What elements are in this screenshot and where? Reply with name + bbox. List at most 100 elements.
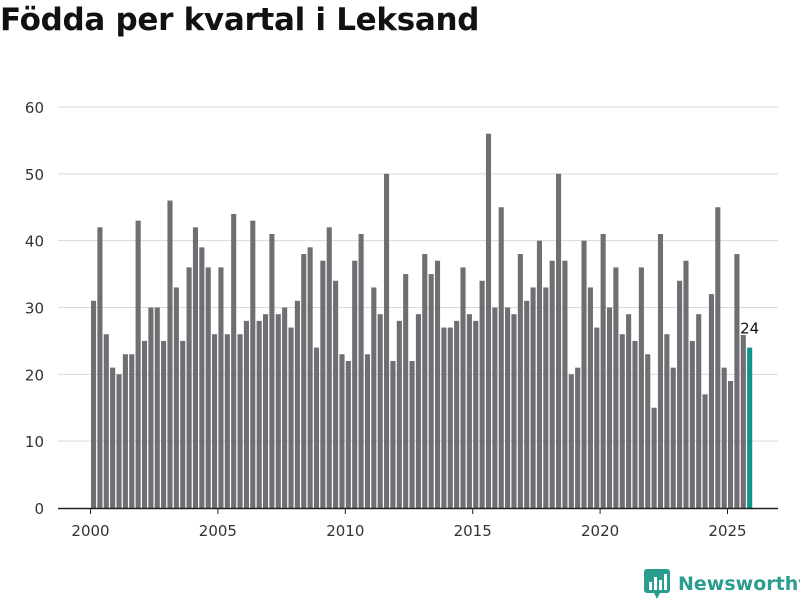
bar — [122, 354, 128, 508]
bar — [498, 207, 504, 508]
bar — [600, 233, 606, 509]
x-tick-label: 2020 — [581, 522, 619, 540]
y-tick-label: 30 — [25, 300, 44, 318]
bar — [613, 267, 619, 508]
y-tick-label: 50 — [25, 166, 44, 184]
bar — [231, 213, 237, 508]
bar — [466, 314, 472, 508]
bar — [352, 260, 358, 508]
bar — [587, 287, 593, 508]
bar — [492, 307, 498, 508]
bar — [269, 233, 275, 509]
bar — [479, 280, 485, 508]
bar — [326, 227, 332, 509]
bar — [721, 367, 727, 508]
bar — [390, 360, 396, 508]
bar — [212, 334, 218, 508]
bar — [103, 334, 109, 508]
bar — [734, 254, 740, 508]
y-tick-label: 10 — [25, 433, 44, 451]
bar — [728, 381, 734, 508]
bar — [651, 407, 657, 508]
y-tick-label: 60 — [25, 99, 44, 117]
bar — [594, 327, 600, 508]
bar — [689, 340, 695, 508]
bar — [173, 287, 179, 508]
bar — [116, 374, 122, 508]
bar — [364, 354, 371, 508]
bar — [708, 294, 714, 508]
bar — [256, 320, 262, 508]
bar — [148, 307, 154, 508]
bar — [320, 260, 326, 508]
bar — [250, 220, 256, 508]
bar — [294, 300, 300, 508]
bar — [511, 314, 517, 508]
bar — [180, 340, 186, 508]
bar — [568, 374, 574, 508]
x-tick-label: 2015 — [454, 522, 492, 540]
bar — [485, 133, 492, 509]
bar — [313, 347, 320, 508]
bar — [473, 320, 479, 508]
x-axis-ticks: 2000 2005 2010 2015 2020 2025 — [71, 508, 747, 540]
bar — [282, 307, 288, 508]
bar — [428, 274, 434, 508]
bar — [358, 233, 364, 509]
bar — [339, 354, 345, 508]
bar — [409, 360, 415, 508]
x-tick-label: 2000 — [71, 522, 109, 540]
bars — [91, 133, 753, 509]
bar — [396, 320, 402, 508]
bar — [199, 247, 205, 508]
bar — [237, 334, 243, 508]
bar — [447, 327, 453, 508]
bar — [135, 220, 141, 508]
bar — [224, 334, 230, 508]
newsworthy-logo: Newsworthy — [644, 568, 800, 600]
bar — [167, 200, 173, 508]
bar — [581, 240, 587, 509]
bar — [403, 274, 409, 508]
bar — [371, 287, 377, 508]
bar — [161, 340, 167, 508]
bar — [683, 260, 689, 508]
bar — [632, 340, 638, 508]
bar — [715, 207, 721, 508]
bar — [154, 307, 160, 508]
bar — [275, 314, 281, 508]
bar — [626, 314, 632, 508]
y-axis-tick-labels: 0 10 20 30 40 50 60 — [25, 99, 44, 518]
bar — [524, 300, 530, 508]
bar — [192, 227, 199, 509]
bar — [91, 300, 97, 508]
bar-chart-logo-icon — [644, 569, 670, 599]
bar — [129, 354, 135, 508]
y-tick-label: 0 — [34, 500, 44, 518]
bar — [205, 267, 211, 508]
bar — [562, 260, 568, 508]
bar — [575, 367, 581, 508]
bar — [517, 254, 523, 508]
bar — [505, 307, 511, 508]
highlight-data-label: 24 — [740, 320, 759, 338]
bar — [307, 247, 313, 508]
bar — [638, 267, 644, 508]
bar — [441, 327, 447, 508]
bar — [645, 354, 651, 508]
x-tick-label: 2025 — [708, 522, 746, 540]
bar — [377, 314, 383, 508]
y-tick-label: 20 — [25, 366, 44, 384]
bar — [549, 260, 555, 508]
bar — [536, 240, 542, 509]
bar — [740, 334, 746, 508]
bar — [288, 327, 294, 508]
chart-title: Födda per kvartal i Leksand — [0, 2, 480, 38]
bar-chart: 0 10 20 30 40 50 60 2000 2005 2010 2015 2020 2025 2… — [25, 99, 778, 540]
bar — [301, 254, 307, 508]
bar — [345, 360, 351, 508]
bar — [556, 173, 562, 508]
y-tick-label: 40 — [25, 233, 44, 251]
bar — [218, 267, 224, 508]
bar — [333, 280, 339, 508]
